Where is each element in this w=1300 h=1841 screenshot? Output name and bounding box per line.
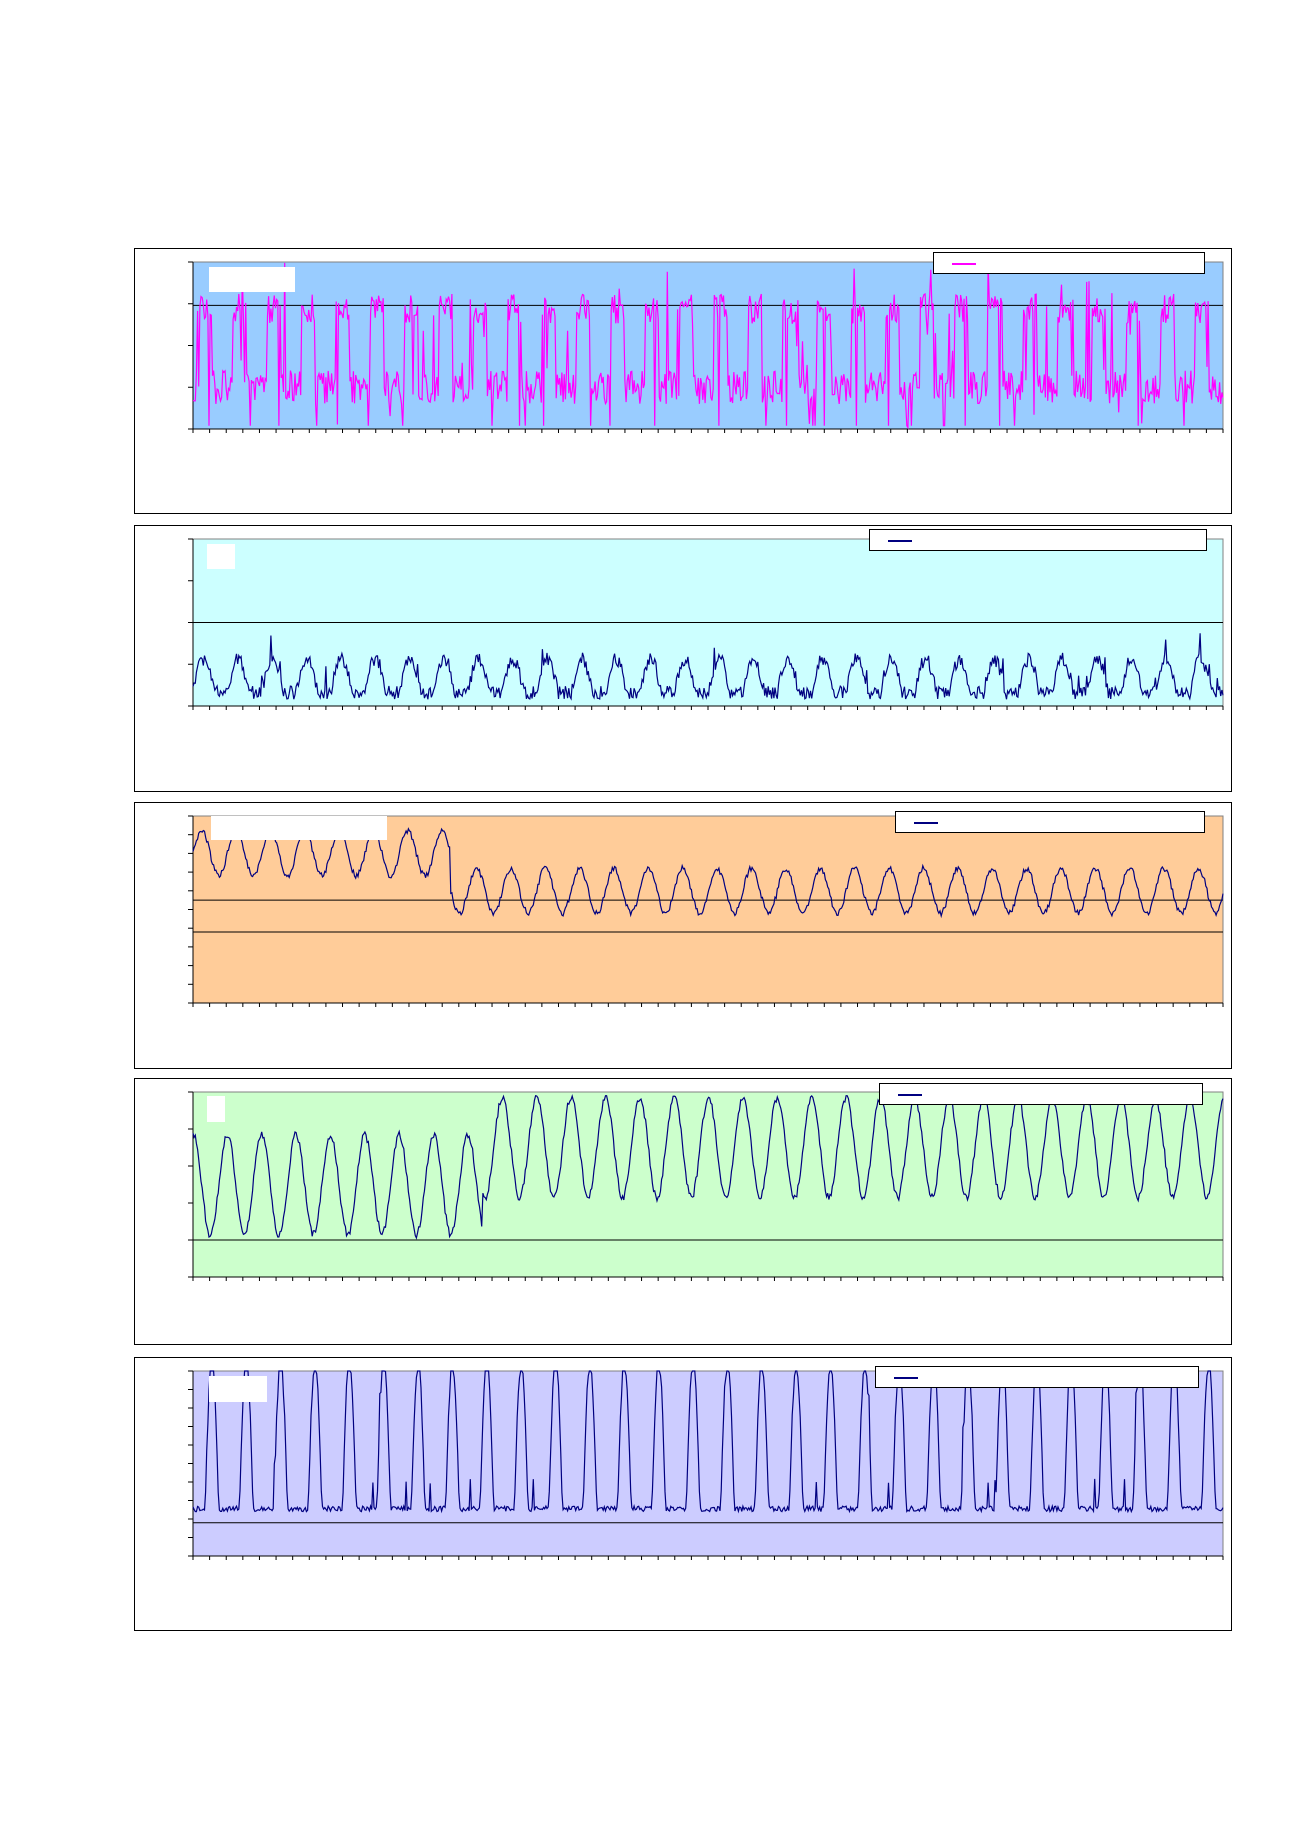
legend-4 (879, 1083, 1203, 1105)
plot-area-5 (188, 1366, 1224, 1560)
legend-2 (869, 529, 1207, 551)
legend-5 (875, 1366, 1199, 1388)
chart-frame-4 (134, 1078, 1232, 1345)
plot-background-4 (192, 1091, 1224, 1278)
chart-frame-2 (134, 525, 1232, 792)
plot-area-2 (188, 529, 1224, 710)
legend-swatch-1 (952, 263, 976, 265)
plot-area-4 (188, 1083, 1224, 1281)
legend-swatch-5 (894, 1377, 918, 1379)
series-line-5 (192, 1370, 1224, 1514)
legend-swatch-2 (888, 540, 912, 542)
chart-frame-1 (134, 248, 1232, 514)
chart-title-box-2 (207, 544, 235, 569)
legend-swatch-3 (914, 822, 938, 824)
legend-swatch-4 (898, 1094, 922, 1096)
series-line-2 (192, 633, 1224, 701)
legend-1 (933, 252, 1205, 274)
chart-title-box-5 (209, 1376, 267, 1402)
chart-frame-3 (134, 802, 1232, 1069)
chart-svg-2 (188, 538, 1224, 710)
chart-svg-1 (188, 261, 1224, 433)
chart-svg-4 (188, 1091, 1224, 1281)
chart-svg-3 (188, 815, 1224, 1007)
chart-svg-5 (188, 1370, 1224, 1560)
plot-area-1 (188, 252, 1224, 433)
series-line-1 (192, 262, 1224, 430)
chart-title-box-1 (209, 267, 295, 292)
plot-background-3 (192, 815, 1224, 1004)
plot-area-3 (188, 811, 1224, 1007)
chart-title-box-3 (211, 816, 387, 840)
legend-3 (895, 811, 1205, 833)
chart-frame-5 (134, 1357, 1232, 1631)
series-line-3 (192, 826, 1224, 919)
plot-background-1 (192, 261, 1224, 430)
chart-title-box-4 (207, 1096, 225, 1122)
